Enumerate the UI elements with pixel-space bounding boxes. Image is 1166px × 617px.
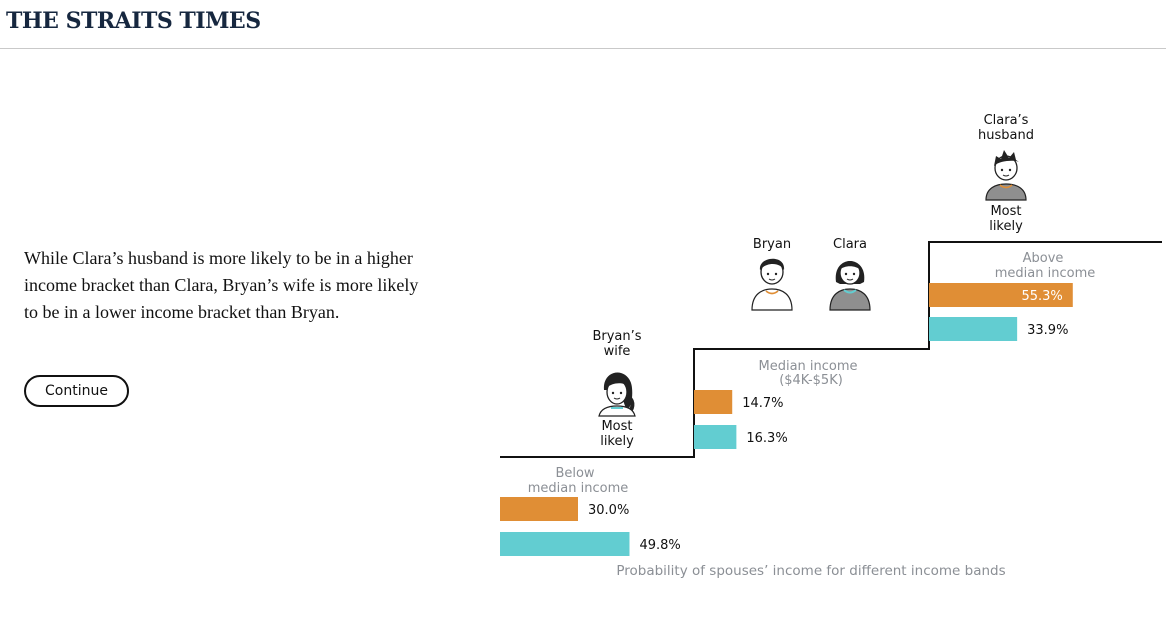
bar-above-series-2 (929, 317, 1018, 341)
band-label-below-line1: Below (555, 466, 594, 481)
bryans-wife-note-line2: likely (600, 434, 634, 449)
bar-value-label-median-series-1: 14.7% (742, 396, 783, 411)
claras-husband-label-line2: husband (978, 128, 1034, 143)
income-stair-line (500, 241, 1162, 458)
man-short-hair-icon (751, 258, 793, 311)
bar-median-series-1 (694, 390, 733, 414)
bryans-wife-note-line1: Most (601, 419, 632, 434)
bar-value-label-below-series-1: 30.0% (588, 503, 629, 518)
man-spiky-hair-icon (985, 150, 1027, 201)
band-label-median-line2: ($4K-$5K) (779, 373, 843, 388)
band-label-above-line1: Above (1023, 251, 1064, 266)
bar-group: 30.0% 14.7% 55.3% 49.8% 16.3% 33.9% (500, 283, 1073, 556)
bryan-label: Bryan (753, 237, 791, 252)
bar-median-series-2 (694, 425, 737, 449)
woman-long-hair-icon (598, 372, 636, 417)
woman-bob-hair-icon (829, 261, 871, 311)
bar-below-series-1 (500, 497, 578, 521)
story-paragraph: While Clara’s husband is more likely to … (24, 248, 419, 322)
claras-husband-note-line2: likely (989, 219, 1023, 234)
bar-value-label-median-series-2: 16.3% (746, 431, 787, 446)
band-label-below-line2: median income (528, 481, 628, 496)
clara-label: Clara (833, 237, 867, 252)
claras-husband-label-line1: Clara’s (984, 113, 1029, 128)
bryans-wife-label-line2: wife (604, 344, 631, 359)
bar-below-series-2 (500, 532, 630, 556)
bar-value-label-above-series-2: 33.9% (1027, 323, 1068, 338)
band-label-median-line1: Median income (758, 359, 857, 374)
bryans-wife-label-line1: Bryan’s (592, 329, 641, 344)
chart-caption: Probability of spouses’ income for diffe… (616, 563, 1005, 579)
claras-husband-note-line1: Most (990, 204, 1021, 219)
bar-above-series-1 (929, 283, 1073, 307)
bar-value-label-below-series-2: 49.8% (639, 538, 680, 553)
band-label-above-line2: median income (995, 266, 1095, 281)
bar-value-label-above-series-1: 55.3% (1021, 289, 1062, 304)
continue-button[interactable]: Continue (24, 375, 129, 407)
site-header: THE STRAITS TIMES (0, 0, 1166, 49)
site-logo[interactable]: THE STRAITS TIMES (6, 8, 261, 34)
